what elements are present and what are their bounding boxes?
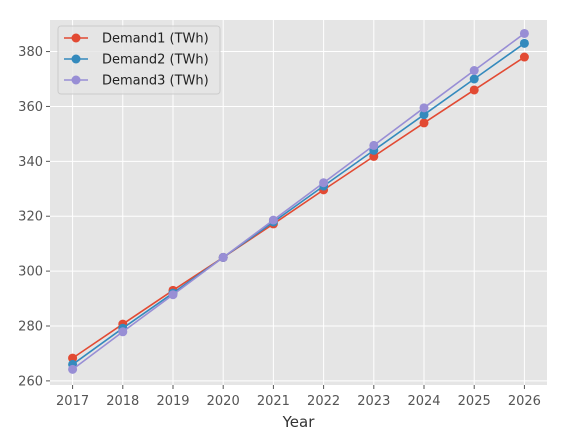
x-axis-label: Year [282,413,316,431]
series-line [72,32,525,370]
data-point [369,140,379,150]
data-point [469,65,479,75]
legend-swatch-marker [71,33,81,43]
x-tick-label: 2017 [56,394,89,409]
x-tick-label: 2018 [106,394,139,409]
x-tick-label: 2023 [357,394,390,409]
x-tick-label: 2025 [458,394,491,409]
data-point [68,364,78,374]
y-tick-label: 380 [18,45,43,60]
y-tick-label: 360 [18,100,43,115]
x-tick-label: 2019 [156,394,189,409]
data-point [319,178,329,188]
series-line [72,56,525,359]
legend-swatch-marker [71,54,81,64]
y-tick-label: 340 [18,155,43,170]
data-point [419,110,429,120]
y-tick-label: 300 [18,265,43,280]
data-point [469,74,479,84]
data-point [168,290,178,300]
x-tick-label: 2021 [257,394,290,409]
legend-item: Demand2 (TWh) [64,53,209,68]
series-3 [68,28,529,374]
y-tick-label: 260 [18,374,43,389]
x-tick-label: 2022 [307,394,340,409]
legend-item: Demand1 (TWh) [64,32,209,47]
x-tick-label: 2024 [407,394,440,409]
y-tick-label: 320 [18,210,43,225]
data-point [118,327,128,337]
data-point [519,38,529,48]
data-point [419,103,429,113]
data-point [469,85,479,95]
y-axis-ticks: 260 280 300 320 340 360 380 [18,45,50,389]
legend-item: Demand3 (TWh) [64,74,209,89]
data-point [519,28,529,38]
y-tick-label: 280 [18,319,43,334]
data-point [519,52,529,62]
series-line [72,42,525,366]
x-tick-label: 2020 [207,394,240,409]
data-point [68,353,78,363]
x-tick-label: 2026 [508,394,541,409]
legend-label: Demand1 (TWh) [102,32,209,47]
legend-label: Demand2 (TWh) [102,53,209,68]
legend: Demand1 (TWh) Demand2 (TWh) Demand3 (TWh) [57,25,221,95]
series-group [68,28,529,374]
legend-swatch-marker [71,75,81,85]
legend-frame [57,25,221,95]
x-axis-ticks: 2017 2018 2019 2020 2021 2022 2023 2024 2025 2026 [56,385,541,409]
legend-label: Demand3 (TWh) [102,74,209,89]
data-point [419,118,429,128]
data-point [268,215,278,225]
data-point [218,252,228,262]
